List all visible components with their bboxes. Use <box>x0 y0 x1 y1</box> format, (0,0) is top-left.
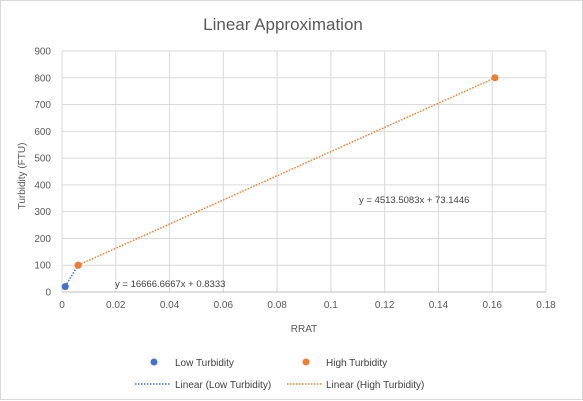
y-tick-label: 600 <box>34 127 51 138</box>
y-tick-label: 800 <box>34 73 51 84</box>
x-tick-label: 0.04 <box>160 300 180 311</box>
trendline-equation-low: y = 16666.6667x + 0.8333 <box>115 279 225 290</box>
x-tick-label: 0.1 <box>324 300 338 311</box>
legend: Low Turbidity High Turbidity Linear (Low… <box>135 358 424 391</box>
legend-marker-low-turbidity <box>150 358 158 366</box>
y-axis-title: Turbidity (FTU) <box>17 143 28 210</box>
data-point-low-turbidity <box>61 283 69 291</box>
legend-label-low-trendline: Linear (Low Turbidity) <box>175 380 271 391</box>
trendline-low-turbidity <box>64 264 79 287</box>
x-tick-label: 0.18 <box>536 300 556 311</box>
y-tick-label: 500 <box>34 154 51 165</box>
x-tick-label: 0.08 <box>267 300 287 311</box>
chart-title: Linear Approximation <box>203 15 363 34</box>
y-tick-label: 200 <box>34 234 51 245</box>
x-tick-label: 0.06 <box>214 300 234 311</box>
legend-label-low-turbidity: Low Turbidity <box>175 358 234 369</box>
data-point-high-turbidity <box>74 261 82 269</box>
data-point-high-turbidity <box>491 74 499 82</box>
y-tick-label: 400 <box>34 180 51 191</box>
legend-marker-high-turbidity <box>302 358 310 366</box>
trendline-equation-high: y = 4513.5083x + 73.1446 <box>359 195 469 206</box>
x-tick-label: 0.12 <box>375 300 395 311</box>
legend-label-high-trendline: Linear (High Turbidity) <box>326 380 424 391</box>
trendline-high-turbidity <box>77 77 496 266</box>
trendlines <box>64 77 496 287</box>
x-tick-label: 0.02 <box>106 300 126 311</box>
x-axis-title: RRAT <box>291 324 317 335</box>
y-tick-label: 100 <box>34 261 51 272</box>
gridlines <box>61 50 547 293</box>
x-tick-label: 0.16 <box>482 300 502 311</box>
tick-labels: 0 0.02 0.04 0.06 0.08 0.1 0.12 0.14 0.16 0.18 0 100… <box>34 47 556 312</box>
x-tick-label: 0 <box>59 300 65 311</box>
x-tick-label: 0.14 <box>429 300 449 311</box>
legend-label-high-turbidity: High Turbidity <box>326 358 387 369</box>
y-tick-label: 300 <box>34 207 51 218</box>
data-points <box>61 74 499 291</box>
y-tick-label: 700 <box>34 100 51 111</box>
y-tick-label: 0 <box>45 288 51 299</box>
y-tick-label: 900 <box>34 47 51 58</box>
